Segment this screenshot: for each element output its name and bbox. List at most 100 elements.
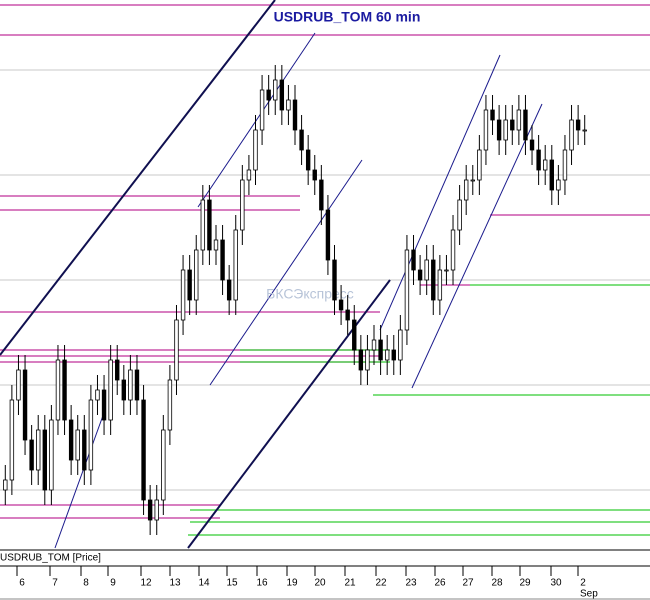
x-tick-label: 9 [110, 578, 116, 589]
candle-body [496, 119, 502, 141]
candle-body [556, 179, 561, 191]
candle-body [523, 109, 528, 141]
x-tick-label: 8 [83, 578, 89, 589]
channel-line [411, 103, 543, 389]
candle-body [121, 379, 127, 401]
x-tick-label: 26 [434, 578, 446, 589]
candle-body [569, 119, 574, 151]
candle-body [510, 119, 515, 131]
candle-body [490, 109, 495, 121]
candle-body [503, 119, 508, 141]
candle-body [371, 339, 377, 351]
candle-body [62, 359, 67, 421]
candle-body [483, 109, 489, 151]
x-tick-label: 21 [344, 578, 356, 589]
x-tick-label: 23 [405, 578, 417, 589]
candle-body [174, 319, 179, 381]
candle-body [358, 349, 364, 371]
candle-body [200, 199, 206, 251]
candle-body [404, 249, 410, 331]
candles [3, 65, 587, 535]
channel-line [0, 0, 276, 356]
candle-body [36, 429, 41, 471]
candle-body [55, 359, 61, 421]
candle-body [161, 429, 166, 501]
candle-body [529, 139, 535, 151]
candle-body [42, 429, 47, 491]
candle-body [220, 239, 225, 281]
candle-body [22, 369, 28, 441]
candle-body [384, 349, 390, 361]
candle-body [516, 109, 522, 131]
candle-body [286, 99, 291, 111]
candle-body [141, 399, 146, 501]
candle-body [253, 129, 258, 171]
candle-body [246, 169, 252, 181]
candle-body [312, 169, 317, 181]
legend: USDRUB_TOM [Price] [0, 553, 101, 564]
candle-body [180, 269, 186, 321]
candle-body [477, 149, 482, 181]
candle-body [543, 159, 548, 171]
channel-line [197, 32, 316, 208]
candle-body [233, 229, 238, 301]
candle-body [365, 349, 370, 371]
candle-body [49, 419, 54, 491]
candle-body [431, 259, 436, 301]
candle-body [411, 249, 416, 271]
candle-body [154, 499, 159, 521]
candle-body [424, 259, 429, 281]
candle-body [167, 379, 173, 431]
candle-body [444, 269, 449, 272]
candle-body [279, 79, 285, 111]
channel-line [187, 279, 391, 549]
candle-body [450, 229, 456, 271]
x-tick-label: 28 [491, 578, 503, 589]
candle-body [75, 429, 80, 461]
candle-body [457, 199, 462, 231]
candle-body [549, 159, 554, 191]
x-tick-label: 29 [519, 578, 531, 589]
candle-body [101, 389, 107, 421]
candle-body [463, 179, 469, 201]
candle-body [470, 179, 475, 182]
x-tick-label: 12 [140, 578, 152, 589]
candle-body [338, 299, 344, 311]
levels [0, 4, 650, 536]
grid [0, 69, 650, 491]
candle-body [536, 149, 541, 171]
candle-body [266, 89, 271, 101]
candle-body [562, 149, 568, 181]
channel-line [379, 54, 501, 331]
x-tick-label: 27 [462, 578, 474, 589]
candle-body [378, 339, 383, 361]
candle-body [417, 269, 423, 281]
x-month-label: Sep [580, 589, 598, 600]
candle-body [115, 359, 120, 381]
candle-body [391, 349, 396, 361]
candle-body [273, 79, 278, 101]
x-tick-label: 30 [550, 578, 562, 589]
candle-body [68, 419, 74, 461]
candle-body [95, 389, 100, 401]
watermark: БКСЭкспресс [266, 286, 354, 302]
candle-body [398, 329, 403, 361]
candle-body [16, 369, 21, 401]
candle-body [194, 249, 199, 301]
channels [0, 0, 543, 549]
candle-body [147, 499, 153, 521]
channel-line [209, 159, 363, 386]
candle-body [325, 209, 331, 261]
candle-body [9, 399, 15, 481]
candle-body [259, 89, 265, 131]
x-tick-label: 6 [19, 578, 25, 589]
candle-body [299, 129, 304, 151]
candle-body [128, 369, 133, 401]
x-tick-label: 15 [226, 578, 238, 589]
x-tick-label: 16 [256, 578, 268, 589]
channel-line [54, 409, 106, 549]
x-tick-label: 13 [169, 578, 181, 589]
candle-body [88, 399, 94, 471]
